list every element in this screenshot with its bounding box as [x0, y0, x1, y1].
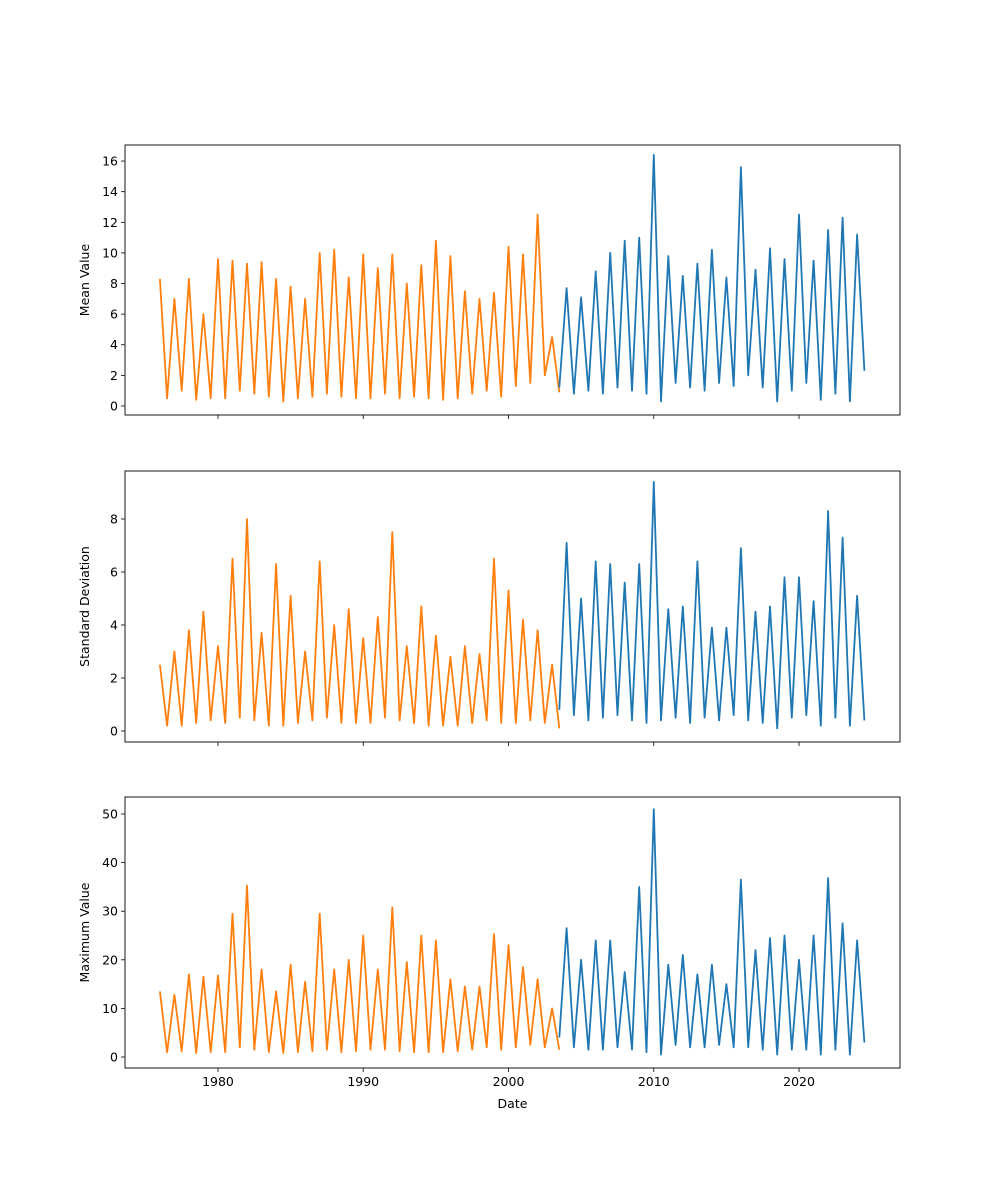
- x-tick-label: 2020: [783, 1074, 815, 1089]
- y-tick-label: 10: [102, 1001, 118, 1016]
- series-line-historical: [159, 518, 561, 729]
- y-tick-label: 8: [110, 511, 118, 526]
- y-tick-label: 16: [102, 154, 118, 169]
- y-tick-label: 20: [102, 952, 118, 967]
- subplot-2: 0 2 4 6 8 Standard Deviation: [77, 470, 901, 746]
- series-line-historical: [159, 884, 561, 1054]
- x-tick-label: 2000: [493, 1074, 525, 1089]
- y-tick-label: 0: [110, 1050, 118, 1065]
- y-tick-label: 2: [110, 670, 118, 685]
- y-tick-label: 0: [110, 724, 118, 739]
- x-tick-label: 1990: [347, 1074, 379, 1089]
- y-axis-label: Mean Value: [77, 244, 92, 317]
- y-tick-label: 12: [102, 215, 118, 230]
- series-line-recent: [558, 480, 866, 730]
- y-tick-label: 14: [102, 184, 118, 199]
- subplot-1: 0 2 4 6 8 10 12 14 16 Mean Value: [77, 144, 901, 419]
- y-tick-label: 0: [110, 398, 118, 413]
- x-tick-label: 1980: [202, 1074, 234, 1089]
- y-tick-label: 8: [110, 276, 118, 291]
- x-tick-label: 2010: [638, 1074, 670, 1089]
- x-axis-label: Date: [498, 1096, 528, 1111]
- series-line-recent: [558, 808, 866, 1056]
- y-tick-label: 10: [102, 245, 118, 260]
- axes-frame: [124, 144, 901, 416]
- y-tick-label: 2: [110, 368, 118, 383]
- y-tick-label: 4: [110, 337, 118, 352]
- y-tick-label: 50: [102, 807, 118, 822]
- series-line-recent: [558, 153, 866, 403]
- y-tick-label: 6: [110, 307, 118, 322]
- axes-frame: [124, 470, 901, 743]
- y-tick-label: 4: [110, 617, 118, 632]
- y-tick-label: 6: [110, 564, 118, 579]
- y-tick-label: 40: [102, 855, 118, 870]
- y-axis-label: Standard Deviation: [77, 546, 92, 667]
- subplot-3: 0 10 20 30 40 50 1980 1990 2000 2010 2020 Maximum V…: [77, 796, 901, 1111]
- y-tick-label: 30: [102, 904, 118, 919]
- series-line-historical: [159, 213, 561, 403]
- y-axis-label: Maximum Value: [77, 882, 92, 982]
- axes-frame: [124, 796, 901, 1069]
